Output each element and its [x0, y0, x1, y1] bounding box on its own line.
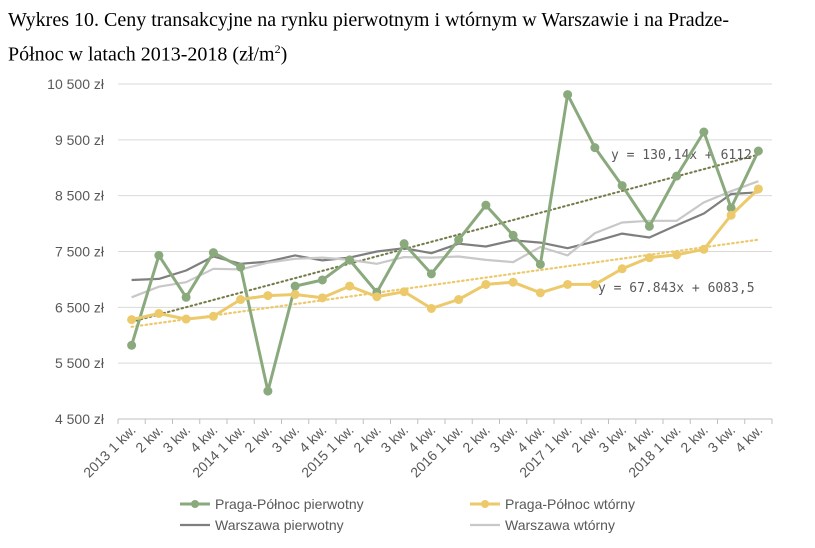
data-point-praga-p-noc-wt-rny [345, 281, 355, 291]
data-point-praga-p-noc-wt-rny [127, 315, 137, 325]
chart-title-line2: Północ w latach 2013-2018 (zł/m2) [8, 35, 808, 70]
data-point-praga-p-noc-pierwotny [127, 340, 137, 350]
series-line-praga-p-noc-pierwotny [130, 93, 760, 393]
chart-title-line1: Wykres 10. Ceny transakcyjne na rynku pi… [8, 9, 730, 31]
x-tick-label: 2013 1 kw. [80, 422, 139, 481]
legend-label-praga-p-noc-pierwotny: Praga-Północ pierwotny [215, 496, 364, 512]
data-point-praga-p-noc-wt-rny [535, 288, 545, 298]
data-point-praga-p-noc-pierwotny [672, 171, 682, 181]
legend-marker-praga-p-noc-wt-rny [481, 500, 489, 508]
y-tick-label: 7 500 zł [55, 244, 105, 260]
data-point-praga-p-noc-wt-rny [699, 244, 709, 254]
y-tick-label: 6 500 zł [55, 299, 105, 315]
data-point-praga-p-noc-wt-rny [508, 277, 518, 287]
data-point-praga-p-noc-wt-rny [590, 279, 600, 289]
data-point-praga-p-noc-pierwotny [454, 235, 464, 245]
data-point-praga-p-noc-wt-rny [753, 184, 763, 194]
trendline-overlay [130, 153, 760, 323]
y-tick-label: 8 500 zł [55, 188, 105, 204]
data-point-praga-p-noc-wt-rny [263, 291, 273, 301]
data-point-praga-p-noc-pierwotny [154, 250, 164, 260]
data-series [127, 90, 763, 396]
x-axis: 2013 1 kw.2 kw.3 kw.4 kw.2014 1 kw.2 kw.… [80, 418, 773, 481]
x-tick-label: 3 kw. [377, 422, 411, 456]
chart-title: Wykres 10. Ceny transakcyjne na rynku pi… [8, 6, 808, 70]
x-tick-label: 2 kw. [132, 422, 166, 456]
chart-title-sup: 2 [274, 42, 281, 56]
series-line-praga-p-noc-wt-rny [131, 187, 760, 322]
trendline-equation: y = 130,14x + 6112 [611, 148, 752, 163]
series-line-warszawa-pierwotny [131, 191, 759, 282]
legend-marker-praga-p-noc-pierwotny [191, 500, 199, 508]
data-point-praga-p-noc-wt-rny [208, 311, 218, 321]
data-point-praga-p-noc-wt-rny [290, 289, 300, 299]
data-point-praga-p-noc-wt-rny [481, 279, 491, 289]
data-point-praga-p-noc-pierwotny [699, 127, 709, 137]
data-point-praga-p-noc-pierwotny [345, 255, 355, 265]
data-point-praga-p-noc-wt-rny [617, 264, 627, 274]
trendline-equation: y = 67.843x + 6083,5 [598, 281, 755, 296]
data-point-praga-p-noc-pierwotny [644, 221, 654, 231]
data-point-praga-p-noc-wt-rny [426, 303, 436, 313]
x-tick-label: 3 kw. [595, 422, 629, 456]
data-point-praga-p-noc-wt-rny [726, 210, 736, 220]
data-point-praga-p-noc-wt-rny [563, 279, 573, 289]
data-point-praga-p-noc-wt-rny [154, 308, 164, 318]
y-tick-label: 9 500 zł [55, 132, 105, 148]
chart-title-line2-suffix: ) [280, 43, 288, 66]
data-point-praga-p-noc-wt-rny [317, 293, 327, 303]
trendlines: y = 130,14x + 6112 y = 67.843x + 6083,5 [130, 148, 760, 328]
data-point-praga-p-noc-wt-rny [372, 292, 382, 302]
x-tick-label: 3 kw. [486, 422, 520, 456]
data-point-praga-p-noc-pierwotny [263, 386, 273, 396]
data-point-praga-p-noc-pierwotny [481, 200, 491, 210]
data-point-praga-p-noc-wt-rny [181, 314, 191, 324]
data-point-praga-p-noc-pierwotny [508, 230, 518, 240]
legend-label-warszawa-wt-rny: Warszawa wtórny [505, 517, 615, 533]
data-point-praga-p-noc-pierwotny [426, 269, 436, 279]
data-point-praga-p-noc-pierwotny [590, 143, 600, 153]
x-tick-label: 2 kw. [241, 422, 275, 456]
x-tick-label: 3 kw. [159, 422, 193, 456]
x-tick-label: 3 kw. [704, 422, 738, 456]
data-point-praga-p-noc-wt-rny [236, 295, 246, 305]
y-tick-label: 5 500 zł [55, 355, 105, 371]
legend: Praga-Północ pierwotny Praga-Północ wtórn… [180, 496, 635, 533]
x-tick-label: 2 kw. [459, 422, 493, 456]
x-tick-label: 3 kw. [268, 422, 302, 456]
y-tick-label: 10 500 zł [47, 76, 105, 92]
legend-label-warszawa-pierwotny: Warszawa pierwotny [215, 517, 344, 533]
legend-label-praga-p-noc-wt-rny: Praga-Północ wtórny [505, 496, 635, 512]
data-point-praga-p-noc-pierwotny [399, 239, 409, 249]
x-tick-label: 4 kw. [732, 422, 766, 456]
data-point-praga-p-noc-pierwotny [563, 90, 573, 100]
data-point-praga-p-noc-wt-rny [644, 253, 654, 263]
data-point-praga-p-noc-pierwotny [535, 259, 545, 269]
data-point-praga-p-noc-pierwotny [236, 262, 246, 272]
x-tick-label: 2 kw. [568, 422, 602, 456]
y-axis: 4 500 zł 5 500 zł 6 500 zł 7 500 zł 8 500 zł… [47, 76, 105, 427]
trendline-praga-p-noc-wt-rny [130, 238, 760, 328]
data-point-praga-p-noc-wt-rny [399, 287, 409, 297]
x-tick-label: 2 kw. [677, 422, 711, 456]
data-point-praga-p-noc-pierwotny [617, 181, 627, 191]
y-tick-label: 4 500 zł [55, 411, 105, 427]
data-point-praga-p-noc-pierwotny [317, 275, 327, 285]
data-point-praga-p-noc-pierwotny [181, 292, 191, 302]
data-point-praga-p-noc-wt-rny [672, 250, 682, 260]
data-point-praga-p-noc-wt-rny [454, 295, 464, 305]
chart-title-line2-prefix: Północ w latach 2013-2018 (zł/m [8, 43, 275, 66]
data-point-praga-p-noc-pierwotny [753, 146, 763, 156]
x-tick-label: 2 kw. [350, 422, 384, 456]
data-point-praga-p-noc-pierwotny [208, 248, 218, 258]
data-point-praga-p-noc-pierwotny [290, 281, 300, 291]
